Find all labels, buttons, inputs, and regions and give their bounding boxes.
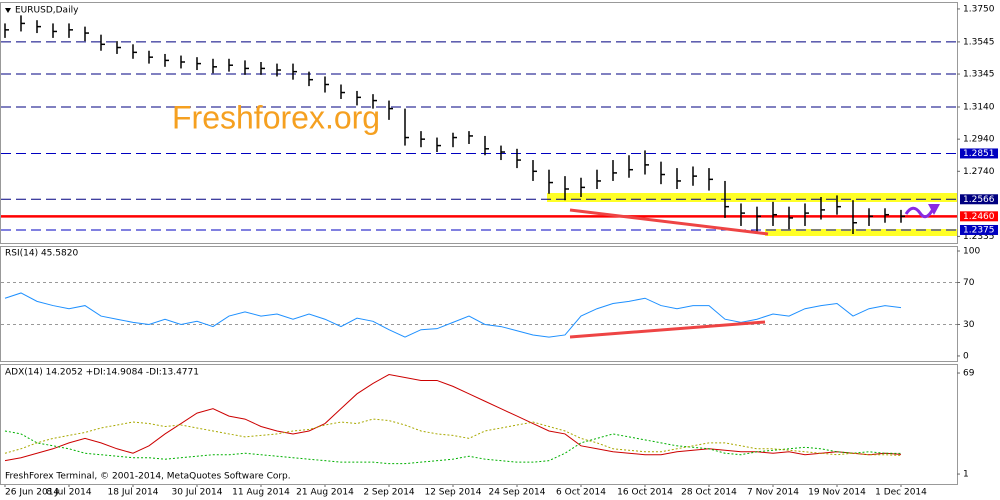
x-tick-label: 18 Jul 2014 (108, 488, 159, 498)
rsi-frame (0, 246, 958, 362)
y-tick-label: 1.3545 (963, 37, 995, 47)
level-label: 1.2566 (963, 195, 995, 205)
x-tick-label: 2 Sep 2014 (363, 488, 415, 498)
price-frame (0, 2, 958, 244)
y-tick-label: 1.2940 (963, 135, 995, 145)
x-tick-label: 6 Oct 2014 (556, 488, 606, 498)
x-tick-label: 11 Aug 2014 (232, 488, 290, 498)
adx-title: ADX(14) 14.2052 +DI:14.9084 -DI:13.4771 (5, 368, 199, 378)
x-tick-label: 12 Sep 2014 (424, 488, 481, 498)
x-tick-label: 8 Jul 2014 (46, 488, 91, 498)
level-marker (960, 224, 998, 235)
level-label: 1.2375 (963, 225, 995, 235)
y-tick-label: 1.2335 (963, 232, 995, 242)
level-label: 1.2460 (963, 212, 995, 222)
indicator-line (4, 418, 902, 456)
level-marker (960, 194, 998, 205)
resistance-zone (547, 193, 957, 202)
x-tick-label: 7 Nov 2014 (747, 488, 799, 498)
watermark: Freshforex.org (172, 99, 380, 135)
footer: FreshForex Terminal, © 2001-2014, MetaQu… (5, 472, 291, 482)
x-tick-label: 16 Oct 2014 (617, 488, 673, 498)
y-tick-label: 1 (963, 470, 969, 480)
y-tick-label: 1.3140 (963, 103, 995, 113)
y-tick-label: 1.2740 (963, 167, 995, 177)
indicator-line (4, 292, 902, 338)
x-tick-label: 19 Nov 2014 (808, 488, 866, 498)
x-tick-label: 24 Sep 2014 (488, 488, 545, 498)
level-marker (960, 211, 998, 222)
level-label: 1.2851 (963, 149, 995, 159)
arrow-head (928, 204, 940, 215)
indicator-line (4, 373, 902, 462)
y-tick-label: 30 (963, 320, 975, 330)
x-tick-label: 30 Jul 2014 (172, 488, 223, 498)
indicator-line (4, 430, 902, 465)
level-marker (960, 148, 998, 159)
menu-triangle[interactable] (5, 8, 11, 13)
adx-frame (0, 364, 958, 485)
rsi-trend-line (569, 320, 766, 339)
price-title: EURUSD,Daily (15, 6, 79, 16)
x-tick-label: 26 Jun 2014 (5, 488, 59, 498)
x-tick-label: 28 Oct 2014 (681, 488, 737, 498)
y-tick-label: 0 (963, 351, 969, 361)
y-tick-label: 100 (963, 246, 980, 256)
y-tick-label: 69 (963, 369, 975, 379)
trend-line (569, 208, 769, 236)
y-tick-label: 70 (963, 278, 975, 288)
x-tick-label: 21 Aug 2014 (296, 488, 354, 498)
y-tick-label: 1.3345 (963, 70, 995, 80)
support-zone (765, 229, 957, 236)
x-tick-label: 1 Dec 2014 (875, 488, 927, 498)
y-tick-label: 1.3750 (963, 4, 995, 14)
forecast-arrow (904, 206, 935, 219)
rsi-title: RSI(14) 45.5820 (5, 249, 78, 259)
